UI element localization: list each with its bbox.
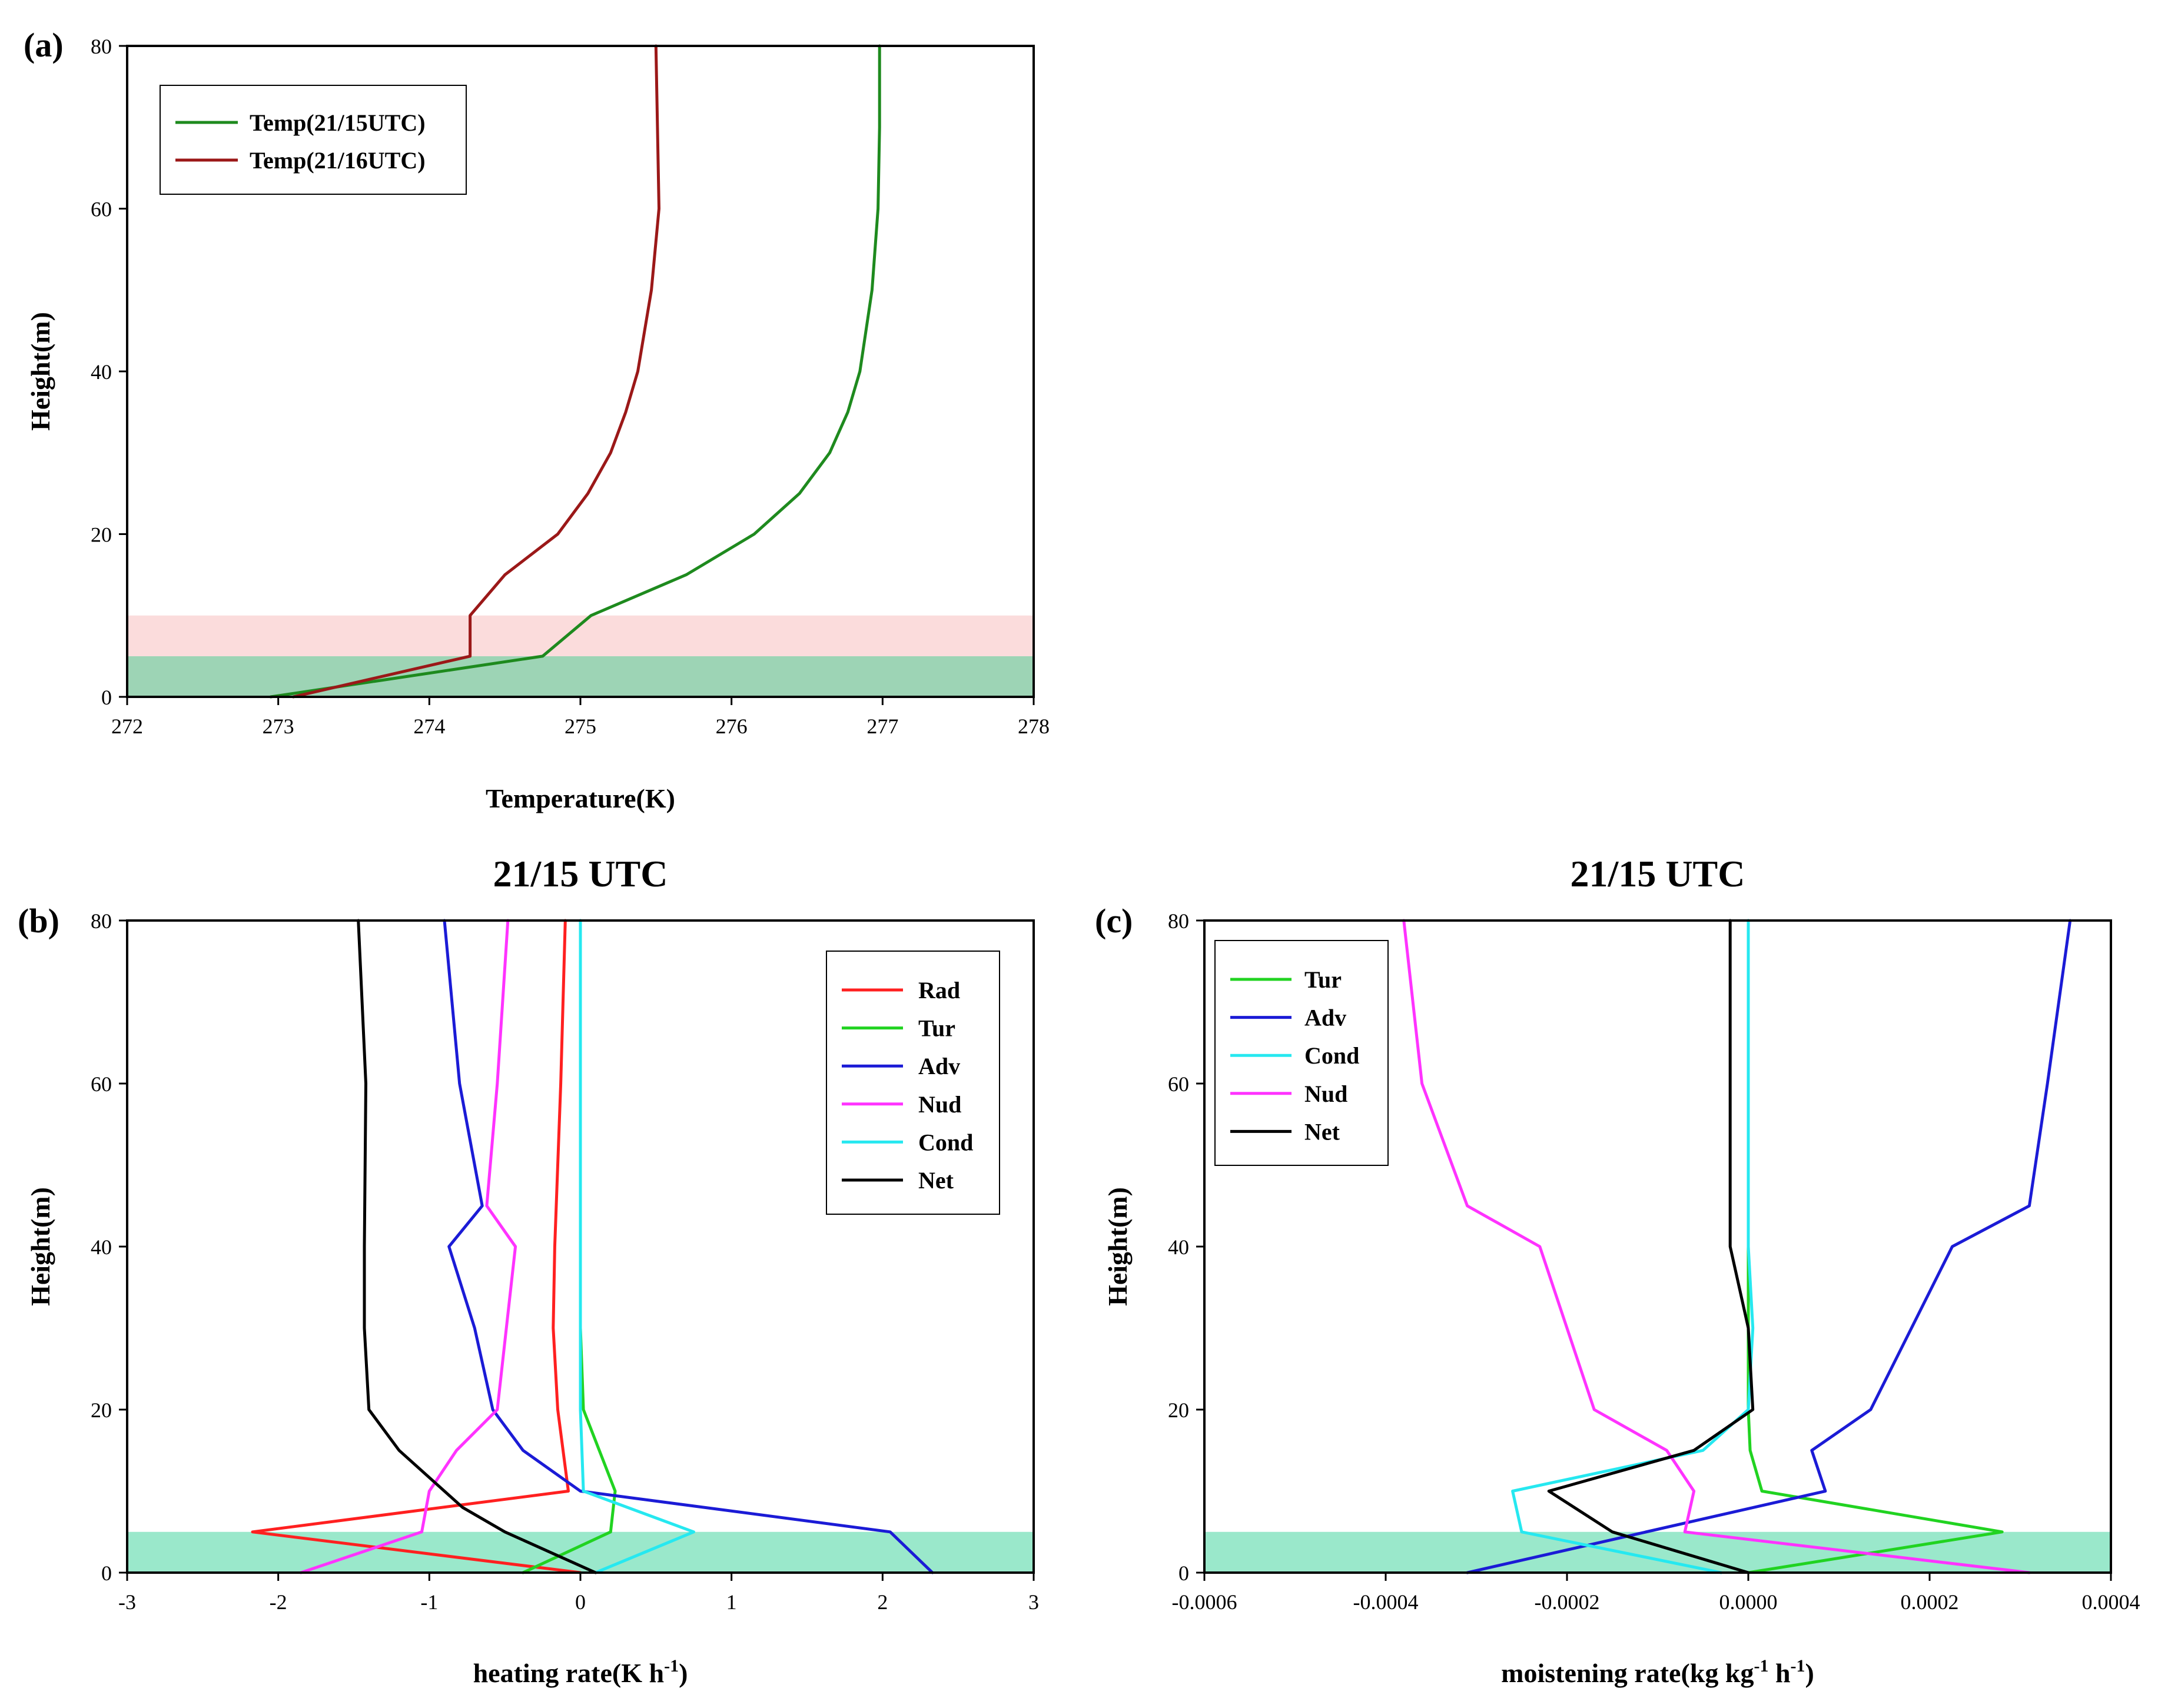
- panel-b-label: (b): [18, 902, 59, 940]
- panel-a-shaded-bands: [127, 615, 1034, 697]
- panel-c-series-nud: [1402, 919, 2031, 1574]
- panel-c-series-cond: [1511, 919, 1755, 1574]
- panel-a: 272 273 274 275 276 277 278 0 20 40 60 80 (a) Temp…: [24, 26, 1050, 813]
- panel-b-x-tick-label: -3: [118, 1590, 136, 1614]
- panel-a-legend: Temp(21/15UTC) Temp(21/16UTC): [160, 85, 467, 195]
- panel-a-y-tick-label: 0: [101, 686, 112, 709]
- panel-c-x-axis-label: moistening rate(kg kg-1 h-1): [1501, 1656, 1814, 1688]
- panel-b-x-axis-label: heating rate(K h-1): [473, 1656, 688, 1688]
- panel-c-x-tick-label: -0.0006: [1172, 1590, 1237, 1614]
- panel-c-y-tick-label: 60: [1168, 1072, 1189, 1096]
- panel-a-x-axis-label: Temperature(K): [486, 783, 675, 813]
- panel-a-x-tick-label: 278: [1018, 715, 1050, 738]
- panel-c: -0.0006 -0.0004 -0.0002 0.0000 0.0002 0.0004 …: [1095, 853, 2140, 1688]
- panel-a-label: (a): [24, 26, 64, 64]
- panel-b-legend-label-nud: Nud: [918, 1091, 961, 1118]
- panel-b-series: [251, 919, 934, 1574]
- panel-a-series-temp-21-15utc: [269, 44, 881, 699]
- panel-b-x-tick-label: 2: [877, 1590, 888, 1614]
- panel-a-series-temp-21-16utc: [291, 44, 660, 699]
- panel-b-y-tick-label: 20: [91, 1398, 112, 1422]
- panel-a-x-tick-label: 275: [565, 715, 596, 738]
- panel-c-y-axis-label: Height(m): [1103, 1187, 1133, 1306]
- panel-b-series-nud: [299, 919, 517, 1574]
- panel-b-x-tick-label: 0: [575, 1590, 586, 1614]
- panel-c-y-ticks: 0 20 40 60 80: [1168, 909, 1204, 1585]
- panel-b-legend-label-net: Net: [918, 1167, 954, 1194]
- panel-c-legend-label-tur: Tur: [1304, 966, 1342, 993]
- panel-c-legend-label-adv: Adv: [1304, 1005, 1346, 1031]
- panel-b-x-tick-label: -2: [270, 1590, 287, 1614]
- panel-c-y-tick-label: 20: [1168, 1398, 1189, 1422]
- panel-a-x-tick-label: 272: [111, 715, 143, 738]
- panel-a-y-tick-label: 80: [91, 35, 112, 58]
- panel-b-series-cond: [579, 919, 695, 1574]
- panel-c-x-tick-label: -0.0004: [1353, 1590, 1419, 1614]
- panel-c-legend-label-nud: Nud: [1304, 1081, 1347, 1107]
- panel-c-x-tick-label: 0.0004: [2082, 1590, 2140, 1614]
- panel-c-x-tick-label: -0.0002: [1535, 1590, 1600, 1614]
- panel-c-title: 21/15 UTC: [1571, 853, 1745, 895]
- panel-b-y-axis-label: Height(m): [25, 1187, 55, 1306]
- panel-c-label: (c): [1095, 902, 1133, 940]
- panel-a-x-ticks: 272 273 274 275 276 277 278: [111, 697, 1050, 738]
- panel-b-y-tick-label: 60: [91, 1072, 112, 1096]
- panel-a-y-tick-label: 40: [91, 360, 112, 384]
- panel-b-legend-label-adv: Adv: [918, 1053, 960, 1079]
- panel-b-title: 21/15 UTC: [493, 853, 668, 895]
- panel-c-y-tick-label: 0: [1178, 1561, 1189, 1585]
- panel-a-y-tick-label: 60: [91, 198, 112, 221]
- panel-b-y-tick-label: 0: [101, 1561, 112, 1585]
- legend-label-temp-16utc: Temp(21/16UTC): [250, 147, 426, 174]
- panel-c-series: [1402, 919, 2072, 1574]
- panel-b-series-rad: [251, 919, 582, 1574]
- panel-b-series-adv: [443, 919, 934, 1574]
- panel-c-x-ticks: -0.0006 -0.0004 -0.0002 0.0000 0.0002 0.0004: [1172, 1573, 2140, 1614]
- panel-a-y-axis-label: Height(m): [25, 312, 55, 431]
- panel-c-y-tick-label: 40: [1168, 1235, 1189, 1259]
- panel-c-series-tur: [1747, 919, 2004, 1574]
- panel-c-series-net: [1547, 919, 1755, 1574]
- panel-c-series-adv: [1466, 919, 2072, 1574]
- panel-a-x-tick-label: 274: [413, 715, 445, 738]
- panel-b-legend-box: [826, 951, 1000, 1215]
- legend-label-temp-15utc: Temp(21/15UTC): [250, 109, 426, 136]
- panel-a-y-ticks: 0 20 40 60 80: [91, 35, 127, 709]
- panel-b-legend-label-tur: Tur: [918, 1015, 955, 1042]
- panel-a-band-1: [127, 615, 1034, 656]
- panel-c-legend-label-net: Net: [1304, 1118, 1340, 1145]
- panel-c-x-tick-label: 0.0000: [1719, 1590, 1778, 1614]
- panel-b-y-tick-label: 80: [91, 909, 112, 933]
- panel-b-y-tick-label: 40: [91, 1235, 112, 1259]
- panel-b-y-ticks: 0 20 40 60 80: [91, 909, 127, 1585]
- panel-b-legend: Rad Tur Adv Nud Cond Net: [826, 951, 1000, 1215]
- panel-a-y-tick-label: 20: [91, 523, 112, 547]
- panel-c-x-tick-label: 0.0002: [1901, 1590, 1959, 1614]
- panel-b-legend-label-cond: Cond: [918, 1129, 973, 1155]
- panel-b-x-tick-label: 3: [1028, 1590, 1039, 1614]
- panel-c-legend-label-cond: Cond: [1304, 1042, 1359, 1069]
- panel-a-x-tick-label: 276: [716, 715, 748, 738]
- panel-b-series-tur: [522, 919, 617, 1574]
- panel-a-x-tick-label: 277: [866, 715, 898, 738]
- panel-b-legend-label-rad: Rad: [918, 977, 960, 1003]
- panel-b-x-tick-label: -1: [420, 1590, 438, 1614]
- panel-b: -3 -2 -1 0 1 2 3 0 20 40 60 80 21/15 UTC (b) heati…: [18, 853, 1039, 1688]
- panel-c-legend: Tur Adv Cond Nud Net: [1214, 940, 1389, 1166]
- panel-b-x-ticks: -3 -2 -1 0 1 2 3: [118, 1573, 1039, 1614]
- panel-a-x-tick-label: 273: [263, 715, 294, 738]
- panel-a-legend-box: [160, 85, 467, 195]
- panel-b-series-net: [357, 919, 597, 1574]
- panel-c-y-tick-label: 80: [1168, 909, 1189, 933]
- panel-b-x-tick-label: 1: [726, 1590, 737, 1614]
- panel-a-series: [269, 44, 881, 699]
- panel-a-band-0: [127, 656, 1034, 697]
